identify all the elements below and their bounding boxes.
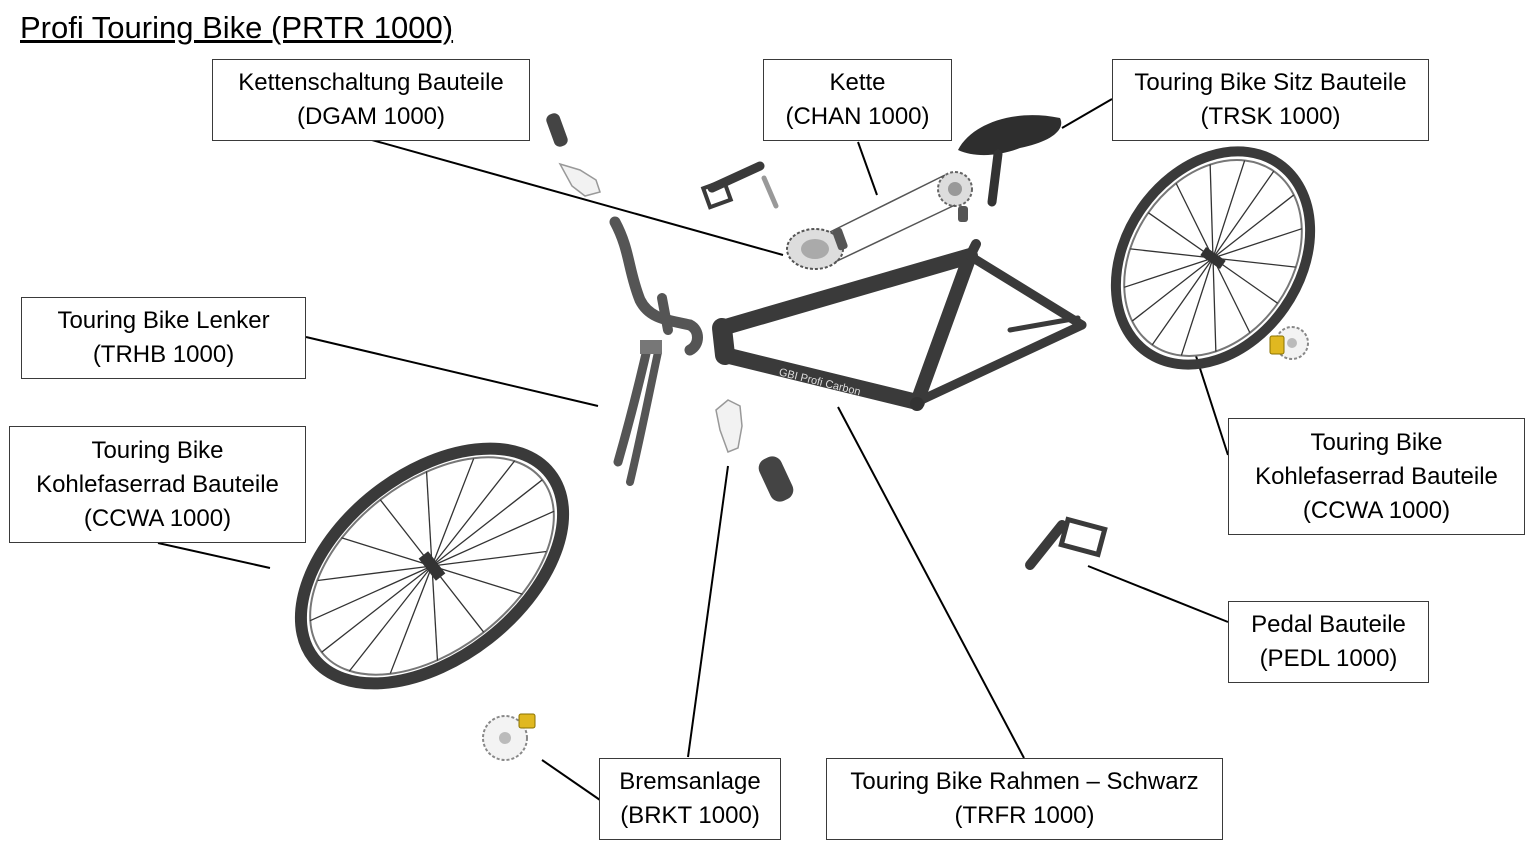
front-wheel	[294, 442, 570, 690]
label-brake: Bremsanlage (BRKT 1000)	[599, 758, 781, 840]
label-handlebar: Touring Bike Lenker (TRHB 1000)	[21, 297, 306, 379]
label-derailleur: Kettenschaltung Bauteile (DGAM 1000)	[212, 59, 530, 141]
leader-line-frame	[837, 406, 1025, 759]
label-chain: Kette (CHAN 1000)	[763, 59, 952, 141]
leader-line-brake	[687, 465, 729, 758]
leader-line-brake-disc	[541, 759, 601, 801]
leader-line-pedal	[1087, 565, 1229, 623]
label-wheel-front: Touring Bike Kohlefaserrad Bauteile (CCW…	[9, 426, 306, 543]
shifter-top	[558, 162, 601, 197]
cassette	[937, 171, 973, 207]
rear-wheel	[1110, 146, 1316, 370]
label-seat: Touring Bike Sitz Bauteile (TRSK 1000)	[1112, 59, 1429, 141]
leader-line-seat	[1061, 98, 1113, 129]
front-fork	[613, 340, 662, 486]
leader-line-derailleur	[371, 139, 784, 256]
handlebar	[609, 216, 703, 356]
grip-bottom	[758, 456, 794, 502]
grip-top	[546, 113, 568, 147]
brake-disc-right	[1269, 326, 1309, 360]
pedal-right	[1025, 516, 1108, 570]
leader-line-handlebar	[305, 336, 599, 407]
leader-line-wheel-rear	[1195, 355, 1229, 456]
label-wheel-rear: Touring Bike Kohlefaserrad Bauteile (CCW…	[1228, 418, 1525, 535]
bike-seat	[958, 115, 1062, 207]
crank-arm-top	[700, 161, 779, 210]
bike-frame	[712, 239, 1087, 411]
brake-disc-bottom	[482, 713, 536, 761]
leader-line-chain	[857, 141, 878, 196]
label-pedal: Pedal Bauteile (PEDL 1000)	[1228, 601, 1429, 683]
leader-lines	[157, 98, 1229, 801]
chain	[829, 174, 956, 263]
shifter-bottom	[715, 399, 743, 453]
derailleur	[832, 206, 968, 251]
label-frame: Touring Bike Rahmen – Schwarz (TRFR 1000…	[826, 758, 1223, 840]
leader-line-wheel-front	[157, 542, 271, 569]
page-title: Profi Touring Bike (PRTR 1000)	[20, 10, 454, 45]
